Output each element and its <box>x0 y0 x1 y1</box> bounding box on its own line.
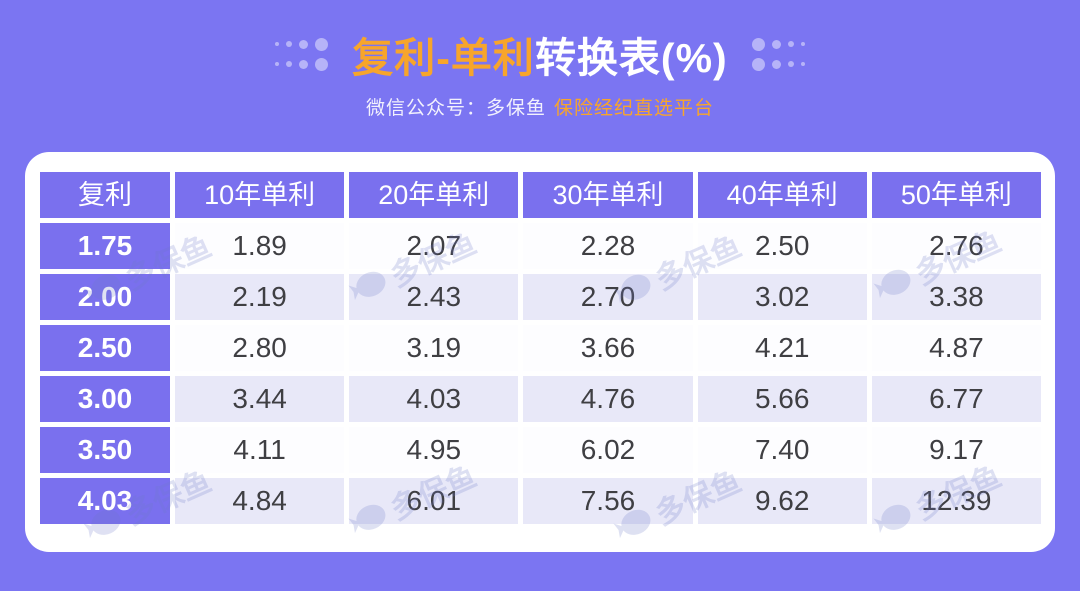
value-cell: 6.77 <box>871 376 1041 422</box>
value-cell: 9.62 <box>697 478 867 524</box>
value-cell: 3.19 <box>349 325 519 371</box>
compound-rate-cell: 2.50 <box>40 325 170 371</box>
page-title: 复利-单利转换表(%) <box>352 24 727 84</box>
column-header: 50年单利 <box>871 172 1041 218</box>
value-cell: 2.50 <box>697 223 867 269</box>
value-cell: 12.39 <box>871 478 1041 524</box>
value-cell: 1.89 <box>175 223 345 269</box>
dots-decoration-right-icon <box>751 37 805 71</box>
subtitle: 微信公众号：多保鱼 保险经纪直选平台 <box>0 93 1080 120</box>
value-cell: 9.17 <box>871 427 1041 473</box>
value-cell: 4.11 <box>175 427 345 473</box>
dots-decoration-left-icon <box>275 37 329 71</box>
table-card: 复利 10年单利 20年单利 30年单利 40年单利 50年单利 1.75 1.89 2.07 2… <box>25 152 1055 552</box>
value-cell: 4.95 <box>349 427 519 473</box>
value-cell: 3.66 <box>523 325 693 371</box>
value-cell: 6.01 <box>349 478 519 524</box>
value-cell: 7.40 <box>697 427 867 473</box>
compound-rate-cell: 4.03 <box>40 478 170 524</box>
value-cell: 2.80 <box>175 325 345 371</box>
value-cell: 4.87 <box>871 325 1041 371</box>
compound-rate-cell: 1.75 <box>40 223 170 269</box>
value-cell: 3.44 <box>175 376 345 422</box>
value-cell: 2.70 <box>523 274 693 320</box>
page-title-rest: 转换表(%) <box>534 35 728 81</box>
column-header: 30年单利 <box>523 172 693 218</box>
value-cell: 2.07 <box>349 223 519 269</box>
value-cell: 4.76 <box>523 376 693 422</box>
value-cell: 3.38 <box>871 274 1041 320</box>
value-cell: 2.76 <box>871 223 1041 269</box>
value-cell: 4.84 <box>175 478 345 524</box>
conversion-table: 复利 10年单利 20年单利 30年单利 40年单利 50年单利 1.75 1.89 2.07 2… <box>40 172 1041 524</box>
value-cell: 2.19 <box>175 274 345 320</box>
value-cell: 4.03 <box>349 376 519 422</box>
column-header: 20年单利 <box>349 172 519 218</box>
compound-rate-cell: 3.50 <box>40 427 170 473</box>
value-cell: 2.43 <box>349 274 519 320</box>
column-header-compound-rate: 复利 <box>40 172 170 218</box>
compound-rate-cell: 2.00 <box>40 274 170 320</box>
column-header: 40年单利 <box>697 172 867 218</box>
subtitle-wechat-account: 微信公众号：多保鱼 <box>365 98 546 119</box>
title-row: 复利-单利转换表(%) <box>0 26 1080 82</box>
compound-rate-cell: 3.00 <box>40 376 170 422</box>
value-cell: 4.21 <box>697 325 867 371</box>
page-title-highlight: 复利-单利 <box>352 35 535 81</box>
value-cell: 5.66 <box>697 376 867 422</box>
subtitle-tagline: 保险经纪直选平台 <box>554 98 715 119</box>
value-cell: 2.28 <box>523 223 693 269</box>
value-cell: 7.56 <box>523 478 693 524</box>
value-cell: 3.02 <box>697 274 867 320</box>
column-header: 10年单利 <box>175 172 345 218</box>
value-cell: 6.02 <box>523 427 693 473</box>
header: 复利-单利转换表(%) 微信公众号：多保鱼 保险经纪直选平台 <box>0 0 1080 120</box>
